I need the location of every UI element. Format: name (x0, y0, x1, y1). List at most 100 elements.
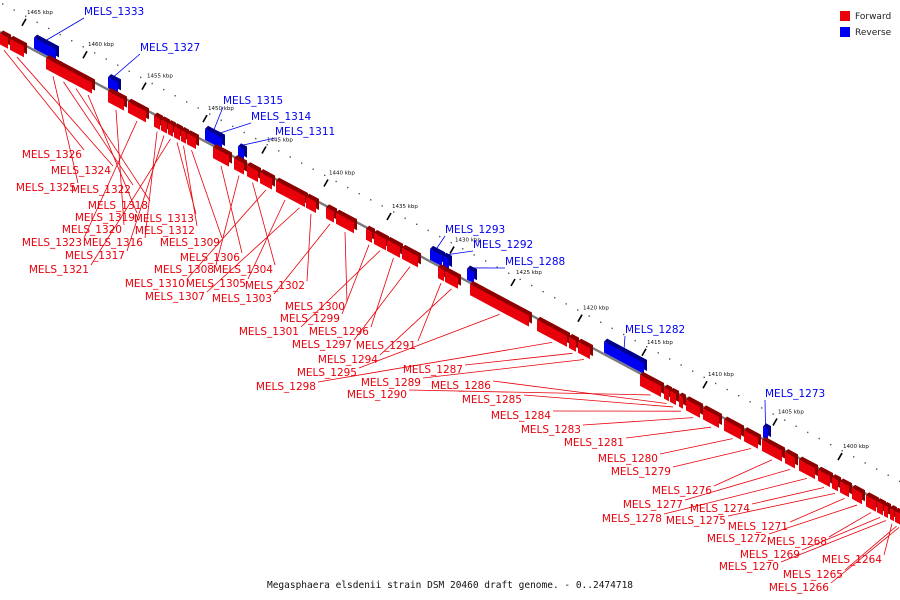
gene-label-forward[interactable]: MELS_1305 (186, 278, 246, 290)
gene-label-forward[interactable]: MELS_1322 (71, 184, 131, 196)
gene-glyph[interactable] (537, 316, 570, 347)
gene-label-forward[interactable]: MELS_1279 (611, 466, 671, 478)
gene-label-forward[interactable]: MELS_1290 (347, 389, 407, 401)
gene-glyph[interactable] (174, 123, 183, 141)
gene-label-forward[interactable]: MELS_1285 (462, 394, 522, 406)
gene-label-forward[interactable]: MELS_1289 (361, 377, 421, 389)
gene-label-forward[interactable]: MELS_1283 (521, 424, 581, 436)
gene-label-forward[interactable]: MELS_1319 (75, 212, 135, 224)
gene-label-forward[interactable]: MELS_1268 (767, 536, 827, 548)
gene-label-forward[interactable]: MELS_1306 (180, 252, 240, 264)
gene-glyph[interactable] (430, 245, 445, 267)
gene-glyph[interactable] (467, 265, 477, 284)
gene-label-forward[interactable]: MELS_1301 (239, 326, 299, 338)
gene-label-forward[interactable]: MELS_1303 (212, 293, 272, 305)
gene-glyph[interactable] (840, 478, 852, 498)
gene-glyph[interactable] (640, 371, 664, 398)
legend-label-reverse[interactable]: Reverse (855, 28, 892, 38)
gene-label-forward[interactable]: MELS_1265 (783, 569, 843, 581)
gene-glyph[interactable] (68, 66, 87, 90)
gene-label-forward[interactable]: MELS_1321 (29, 264, 89, 276)
gene-glyph[interactable] (128, 98, 149, 123)
gene-label-forward[interactable]: MELS_1270 (719, 561, 779, 573)
gene-label-forward[interactable]: MELS_1281 (564, 437, 624, 449)
gene-glyph[interactable] (763, 423, 771, 441)
gene-label-forward[interactable]: MELS_1310 (125, 278, 185, 290)
gene-label-forward[interactable]: MELS_1312 (135, 225, 195, 237)
gene-label-forward[interactable]: MELS_1298 (256, 381, 316, 393)
gene-label-forward[interactable]: MELS_1299 (280, 313, 340, 325)
gene-glyph[interactable] (866, 492, 879, 512)
gene-label-forward[interactable]: MELS_1272 (707, 533, 767, 545)
gene-glyph[interactable] (306, 193, 319, 214)
gene-glyph[interactable] (187, 130, 199, 150)
gene-label-forward[interactable]: MELS_1302 (245, 280, 305, 292)
gene-label-forward[interactable]: MELS_1304 (213, 264, 273, 276)
gene-glyph[interactable] (703, 405, 722, 428)
gene-label-reverse[interactable]: MELS_1273 (765, 388, 825, 400)
gene-label-forward[interactable]: MELS_1269 (740, 549, 800, 561)
gene-glyph[interactable] (336, 209, 357, 234)
gene-label-forward[interactable]: MELS_1284 (491, 410, 551, 422)
gene-label-forward[interactable]: MELS_1286 (431, 380, 491, 392)
gene-label-reverse[interactable]: MELS_1333 (84, 6, 144, 18)
gene-label-forward[interactable]: MELS_1325 (16, 182, 76, 194)
gene-label-forward[interactable]: MELS_1280 (598, 453, 658, 465)
gene-label-forward[interactable]: MELS_1278 (602, 513, 662, 525)
gene-glyph[interactable] (374, 229, 389, 251)
gene-label-forward[interactable]: MELS_1275 (666, 515, 726, 527)
gene-label-forward[interactable]: MELS_1324 (51, 165, 111, 177)
gene-glyph[interactable] (326, 204, 337, 223)
gene-label-forward[interactable]: MELS_1313 (134, 213, 194, 225)
gene-label-forward[interactable]: MELS_1266 (769, 582, 829, 594)
gene-label-reverse[interactable]: MELS_1282 (625, 324, 685, 336)
gene-label-reverse[interactable]: MELS_1288 (505, 256, 565, 268)
gene-glyph[interactable] (686, 396, 703, 418)
gene-glyph[interactable] (168, 120, 176, 137)
gene-label-reverse[interactable]: MELS_1327 (140, 42, 200, 54)
gene-glyph[interactable] (724, 416, 744, 440)
gene-label-forward[interactable]: MELS_1294 (318, 354, 378, 366)
gene-label-forward[interactable]: MELS_1287 (403, 364, 463, 376)
gene-label-forward[interactable]: MELS_1307 (145, 291, 205, 303)
gene-glyph[interactable] (445, 267, 461, 289)
gene-label-reverse[interactable]: MELS_1315 (223, 95, 283, 107)
gene-label-forward[interactable]: MELS_1317 (65, 250, 125, 262)
gene-label-forward[interactable]: MELS_1295 (297, 367, 357, 379)
gene-label-forward[interactable]: MELS_1300 (285, 301, 345, 313)
gene-label-forward[interactable]: MELS_1308 (154, 264, 214, 276)
gene-label-forward[interactable]: MELS_1296 (309, 326, 369, 338)
gene-glyph[interactable] (852, 484, 865, 505)
gene-glyph[interactable] (443, 252, 452, 270)
gene-glyph[interactable] (818, 466, 833, 488)
gene-glyph[interactable] (366, 225, 375, 243)
gene-glyph[interactable] (578, 338, 593, 360)
gene-glyph[interactable] (832, 474, 841, 492)
gene-glyph[interactable] (387, 236, 403, 258)
gene-glyph[interactable] (108, 88, 127, 111)
gene-glyph[interactable] (34, 34, 59, 61)
gene-label-forward[interactable]: MELS_1318 (88, 200, 148, 212)
gene-glyph[interactable] (0, 30, 11, 49)
gene-glyph[interactable] (799, 456, 818, 480)
gene-label-reverse[interactable]: MELS_1292 (473, 239, 533, 251)
gene-glyph[interactable] (785, 449, 798, 469)
gene-glyph[interactable] (679, 392, 686, 409)
gene-label-forward[interactable]: MELS_1316 (83, 237, 143, 249)
gene-label-forward[interactable]: MELS_1274 (690, 503, 750, 515)
gene-label-forward[interactable]: MELS_1276 (652, 485, 712, 497)
gene-label-forward[interactable]: MELS_1277 (623, 499, 683, 511)
gene-glyph[interactable] (604, 338, 647, 374)
gene-label-reverse[interactable]: MELS_1311 (275, 126, 335, 138)
gene-label-forward[interactable]: MELS_1323 (22, 237, 82, 249)
gene-glyph[interactable] (670, 387, 679, 406)
gene-glyph[interactable] (10, 35, 27, 58)
gene-label-forward[interactable]: MELS_1320 (62, 224, 122, 236)
gene-glyph[interactable] (84, 75, 95, 94)
gene-label-forward[interactable]: MELS_1291 (356, 340, 416, 352)
gene-glyph[interactable] (884, 501, 891, 519)
gene-label-reverse[interactable]: MELS_1314 (251, 111, 311, 123)
legend-label-forward[interactable]: Forward (855, 12, 891, 22)
gene-glyph[interactable] (402, 244, 421, 268)
gene-glyph[interactable] (234, 155, 247, 175)
